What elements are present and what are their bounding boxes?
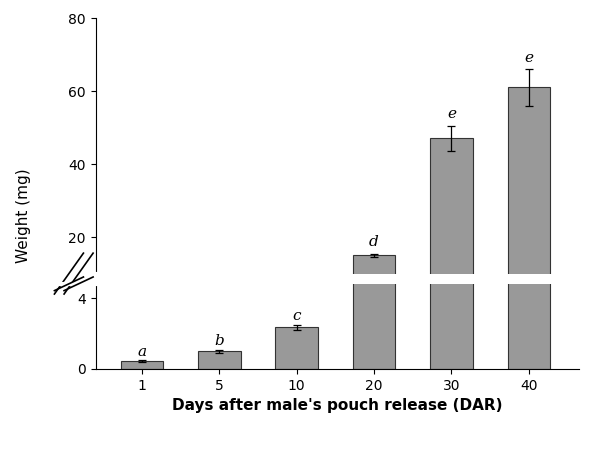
Text: e: e bbox=[524, 51, 533, 65]
Bar bbox=[275, 302, 318, 310]
Bar bbox=[121, 308, 163, 310]
Text: b: b bbox=[214, 334, 224, 348]
Bar bbox=[430, 0, 473, 369]
Bar bbox=[507, 0, 550, 369]
Bar bbox=[121, 361, 163, 369]
Bar bbox=[353, 255, 395, 310]
Text: a: a bbox=[137, 345, 146, 359]
Text: d: d bbox=[369, 235, 379, 249]
Bar bbox=[353, 103, 395, 369]
Bar bbox=[507, 87, 550, 310]
X-axis label: Days after male's pouch release (DAR): Days after male's pouch release (DAR) bbox=[172, 398, 503, 413]
Text: Weight (mg): Weight (mg) bbox=[16, 169, 32, 263]
Text: e: e bbox=[447, 108, 456, 122]
Bar bbox=[430, 139, 473, 310]
Bar bbox=[198, 351, 241, 369]
Bar bbox=[198, 306, 241, 310]
Text: c: c bbox=[293, 309, 301, 323]
Bar bbox=[275, 327, 318, 369]
